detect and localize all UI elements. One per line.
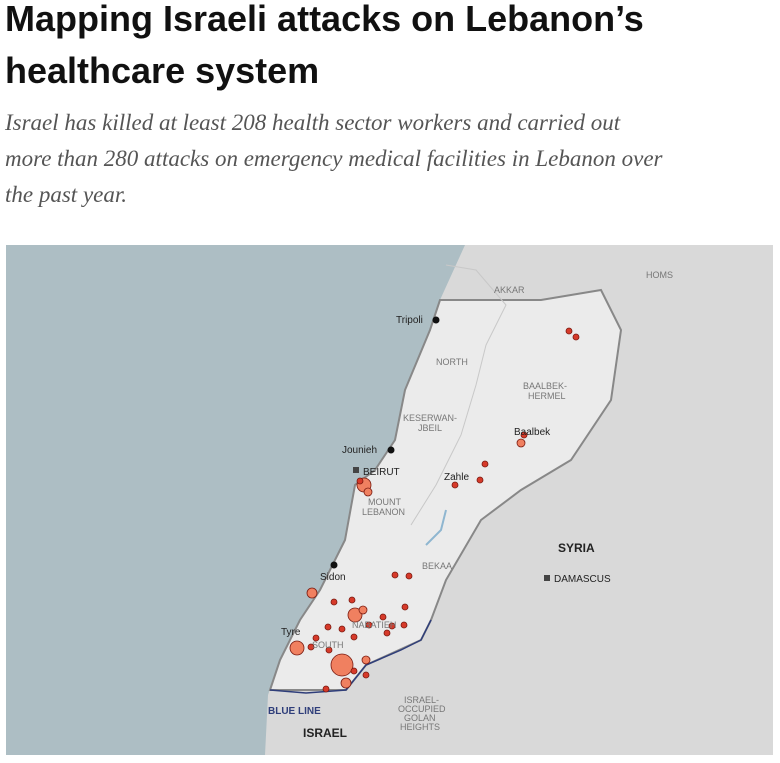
attack-marker: [388, 622, 396, 630]
map-label: NABATIEH: [352, 620, 396, 630]
blue-line: [269, 619, 432, 694]
map-label: SOUTH: [312, 640, 344, 650]
country-label: SYRIA: [558, 541, 595, 555]
attack-marker: [347, 607, 363, 623]
attack-marker: [481, 460, 489, 468]
city-label: Zahle: [444, 472, 469, 483]
country-label: ISRAEL: [303, 726, 347, 740]
title: Mapping Israeli attacks on Lebanon’s: [5, 0, 644, 39]
attack-marker: [358, 605, 368, 615]
attack-marker: [312, 634, 320, 642]
city-dot: [432, 316, 440, 324]
attack-marker: [324, 623, 332, 631]
map-label: ISRAEL-: [404, 695, 439, 705]
attack-marker: [572, 333, 580, 341]
attack-marker: [356, 477, 364, 485]
attack-marker: [400, 621, 408, 629]
attack-marker: [338, 625, 346, 633]
map-label: AKKAR: [494, 285, 525, 295]
attack-marker: [383, 629, 391, 637]
attack-marker: [361, 655, 371, 665]
capital-marker: [544, 575, 550, 581]
map-label: GOLAN: [404, 713, 436, 723]
attack-marker: [365, 621, 373, 629]
attack-marker: [325, 646, 333, 654]
attack-marker: [476, 476, 484, 484]
attack-marker: [405, 572, 413, 580]
attack-marker: [350, 633, 358, 641]
attack-marker: [391, 571, 399, 579]
map-label: HERMEL: [528, 391, 566, 401]
city-label: Tyre: [281, 627, 301, 638]
title: healthcare system: [5, 50, 320, 91]
map: HOMS AKKAR Tripoli NORTH BAALBEK- HERMEL…: [6, 245, 773, 755]
attack-marker: [330, 598, 338, 606]
attack-marker: [451, 481, 459, 489]
map-label: LEBANON: [362, 507, 405, 517]
attack-marker: [401, 603, 409, 611]
subtitle: Israel has killed at least 208 health se…: [5, 110, 621, 135]
subtitle: the past year.: [5, 182, 128, 207]
attack-marker: [379, 613, 387, 621]
attack-marker: [362, 671, 370, 679]
capital-marker: [353, 467, 359, 473]
map-label: JBEIL: [418, 423, 442, 433]
city-dot: [387, 446, 395, 454]
attack-marker: [322, 685, 330, 693]
attack-marker: [306, 587, 318, 599]
map-label: BEKAA: [422, 561, 452, 571]
attack-marker: [363, 487, 373, 497]
map-label: BAALBEK-: [523, 381, 567, 391]
map-label: HEIGHTS: [400, 722, 440, 732]
city-dot: [330, 561, 338, 569]
city-label: Tripoli: [396, 315, 423, 326]
attack-marker: [340, 677, 352, 689]
map-label: KESERWAN-: [403, 413, 457, 423]
city-label: Jounieh: [342, 445, 377, 456]
attack-marker: [520, 431, 528, 439]
city-label: Baalbek: [514, 427, 551, 438]
attack-marker: [330, 653, 354, 677]
attack-marker: [348, 596, 356, 604]
river: [425, 509, 447, 546]
city-label: BEIRUT: [363, 467, 400, 478]
map-label: OCCUPIED: [398, 704, 446, 714]
map-label: MOUNT: [368, 497, 401, 507]
attack-marker: [565, 327, 573, 335]
attack-marker: [289, 640, 305, 656]
city-label: DAMASCUS: [554, 574, 611, 585]
blue-line-label: BLUE LINE: [268, 706, 321, 717]
subtitle: more than 280 attacks on emergency medic…: [5, 146, 663, 171]
attack-marker: [516, 438, 526, 448]
attack-marker: [307, 643, 315, 651]
map-label: HOMS: [646, 270, 673, 280]
city-label: Sidon: [320, 572, 346, 583]
district-border: [410, 264, 507, 526]
attack-marker: [350, 667, 358, 675]
map-label: NORTH: [436, 357, 468, 367]
